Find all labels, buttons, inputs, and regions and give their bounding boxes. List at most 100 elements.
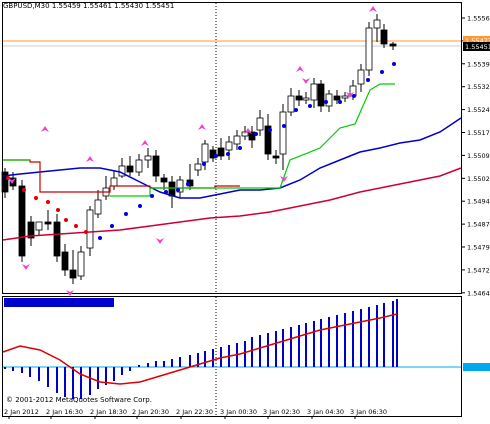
indicator-pane[interactable]: 2 Jan 2012 2 Jan 16:30 2 Jan 18:30 2 Jan 20… — [0, 296, 490, 420]
price-axis-label: 1.55320 — [467, 83, 490, 91]
candle-body[interactable] — [373, 19, 381, 29]
histogram-bar — [259, 335, 261, 367]
candle-body[interactable] — [110, 177, 118, 187]
fractal-down-arrow-icon — [280, 176, 288, 182]
time-axis-label: 2 Jan 22:30 — [176, 408, 213, 416]
histogram-bar — [89, 367, 91, 395]
price-chart-pane[interactable]: 1.555651.554801.553951.553201.552451.551… — [0, 0, 490, 297]
blue-moving-average-line — [2, 117, 462, 199]
histogram-bar — [305, 323, 307, 367]
candle-body[interactable] — [217, 147, 225, 157]
psar-dot-icon — [34, 196, 38, 200]
histogram-bar — [392, 301, 394, 367]
psar-dot-icon — [124, 212, 128, 216]
histogram-bar — [197, 353, 199, 367]
histogram-bar — [147, 363, 149, 367]
price-axis-label: 1.55170 — [467, 129, 490, 137]
candle-body[interactable] — [176, 179, 184, 193]
psar-dot-icon — [380, 70, 384, 74]
candle-body[interactable] — [272, 155, 280, 159]
candle-body[interactable] — [333, 95, 341, 101]
candle-body[interactable] — [317, 83, 325, 107]
candle-body[interactable] — [357, 69, 365, 85]
histogram-bar — [282, 329, 284, 367]
candle-body[interactable] — [35, 221, 43, 231]
candle-body[interactable] — [160, 177, 168, 183]
price-chart-canvas[interactable]: 1.555651.554801.553951.553201.552451.551… — [0, 0, 490, 297]
candle-body[interactable] — [44, 221, 52, 225]
candle-body[interactable] — [53, 221, 61, 257]
candle-body[interactable] — [168, 181, 176, 197]
histogram-bar — [336, 315, 338, 367]
indicator-zero-badge — [463, 363, 490, 371]
histogram-bar — [171, 359, 173, 367]
histogram-bar — [244, 341, 246, 367]
psar-dot-icon — [98, 236, 102, 240]
candle-body[interactable] — [69, 269, 77, 279]
histogram-bar — [64, 367, 66, 397]
histogram-bar — [179, 357, 181, 367]
candle-body[interactable] — [194, 163, 202, 171]
candle-body[interactable] — [27, 221, 35, 239]
time-axis-label: 3 Jan 04:30 — [307, 408, 344, 416]
indicator-value-bar — [4, 298, 114, 307]
candle-body[interactable] — [389, 43, 397, 47]
candle-body[interactable] — [264, 125, 272, 155]
candle-body[interactable] — [295, 95, 303, 101]
candle-body[interactable] — [86, 209, 94, 249]
price-badge-current — [463, 42, 490, 51]
candle-body[interactable] — [225, 141, 233, 151]
psar-dot-icon — [214, 154, 218, 158]
indicator-canvas[interactable]: 2 Jan 2012 2 Jan 16:30 2 Jan 18:30 2 Jan 20… — [0, 296, 490, 420]
histogram-bar — [251, 337, 253, 367]
candle-body[interactable] — [341, 95, 349, 99]
histogram-bar — [275, 331, 277, 367]
histogram-bar — [344, 313, 346, 367]
histogram-bar — [21, 367, 23, 373]
candle-body[interactable] — [94, 199, 102, 215]
candle-body[interactable] — [144, 155, 152, 161]
candle-body[interactable] — [201, 143, 209, 163]
candle-body[interactable] — [325, 93, 333, 107]
psar-dot-icon — [352, 94, 356, 98]
fractal-down-arrow-icon — [346, 92, 354, 98]
candle-body[interactable] — [18, 185, 26, 257]
price-axis-label: 1.54720 — [467, 266, 490, 274]
histogram-bar — [212, 349, 214, 367]
fractal-down-arrow-icon — [302, 78, 310, 84]
histogram-bar — [204, 351, 206, 367]
histogram-bar — [113, 367, 115, 381]
psar-dot-icon — [46, 200, 50, 204]
candle-body[interactable] — [302, 97, 310, 101]
histogram-bar — [155, 361, 157, 367]
candle-body[interactable] — [380, 29, 388, 45]
fractal-up-arrow-icon — [141, 140, 149, 146]
histogram-bar — [121, 367, 123, 375]
histogram-bar — [352, 311, 354, 367]
candle-body[interactable] — [365, 27, 373, 71]
time-axis-label: 2 Jan 18:30 — [90, 408, 127, 416]
candle-body[interactable] — [126, 165, 134, 173]
candle-body[interactable] — [118, 165, 126, 177]
candle-body[interactable] — [61, 251, 69, 271]
candle-body[interactable] — [135, 159, 143, 173]
psar-dot-icon — [226, 152, 230, 156]
candle-body[interactable] — [287, 95, 295, 113]
psar-dot-icon — [392, 62, 396, 66]
price-axis-label: 1.54945 — [467, 198, 490, 206]
psar-dot-icon — [268, 128, 272, 132]
candle-body[interactable] — [1, 171, 9, 193]
candle-body[interactable] — [241, 131, 249, 137]
candle-body[interactable] — [279, 111, 287, 155]
candle-body[interactable] — [152, 155, 160, 177]
psar-dot-icon — [186, 182, 190, 186]
psar-dot-icon — [138, 204, 142, 208]
candle-body[interactable] — [77, 251, 85, 277]
candle-body[interactable] — [256, 117, 264, 131]
histogram-bar — [29, 367, 31, 377]
psar-dot-icon — [254, 132, 258, 136]
price-axis-label: 1.54795 — [467, 244, 490, 252]
candle-body[interactable] — [248, 131, 256, 141]
candle-body[interactable] — [310, 83, 318, 101]
candle-body[interactable] — [233, 135, 241, 145]
